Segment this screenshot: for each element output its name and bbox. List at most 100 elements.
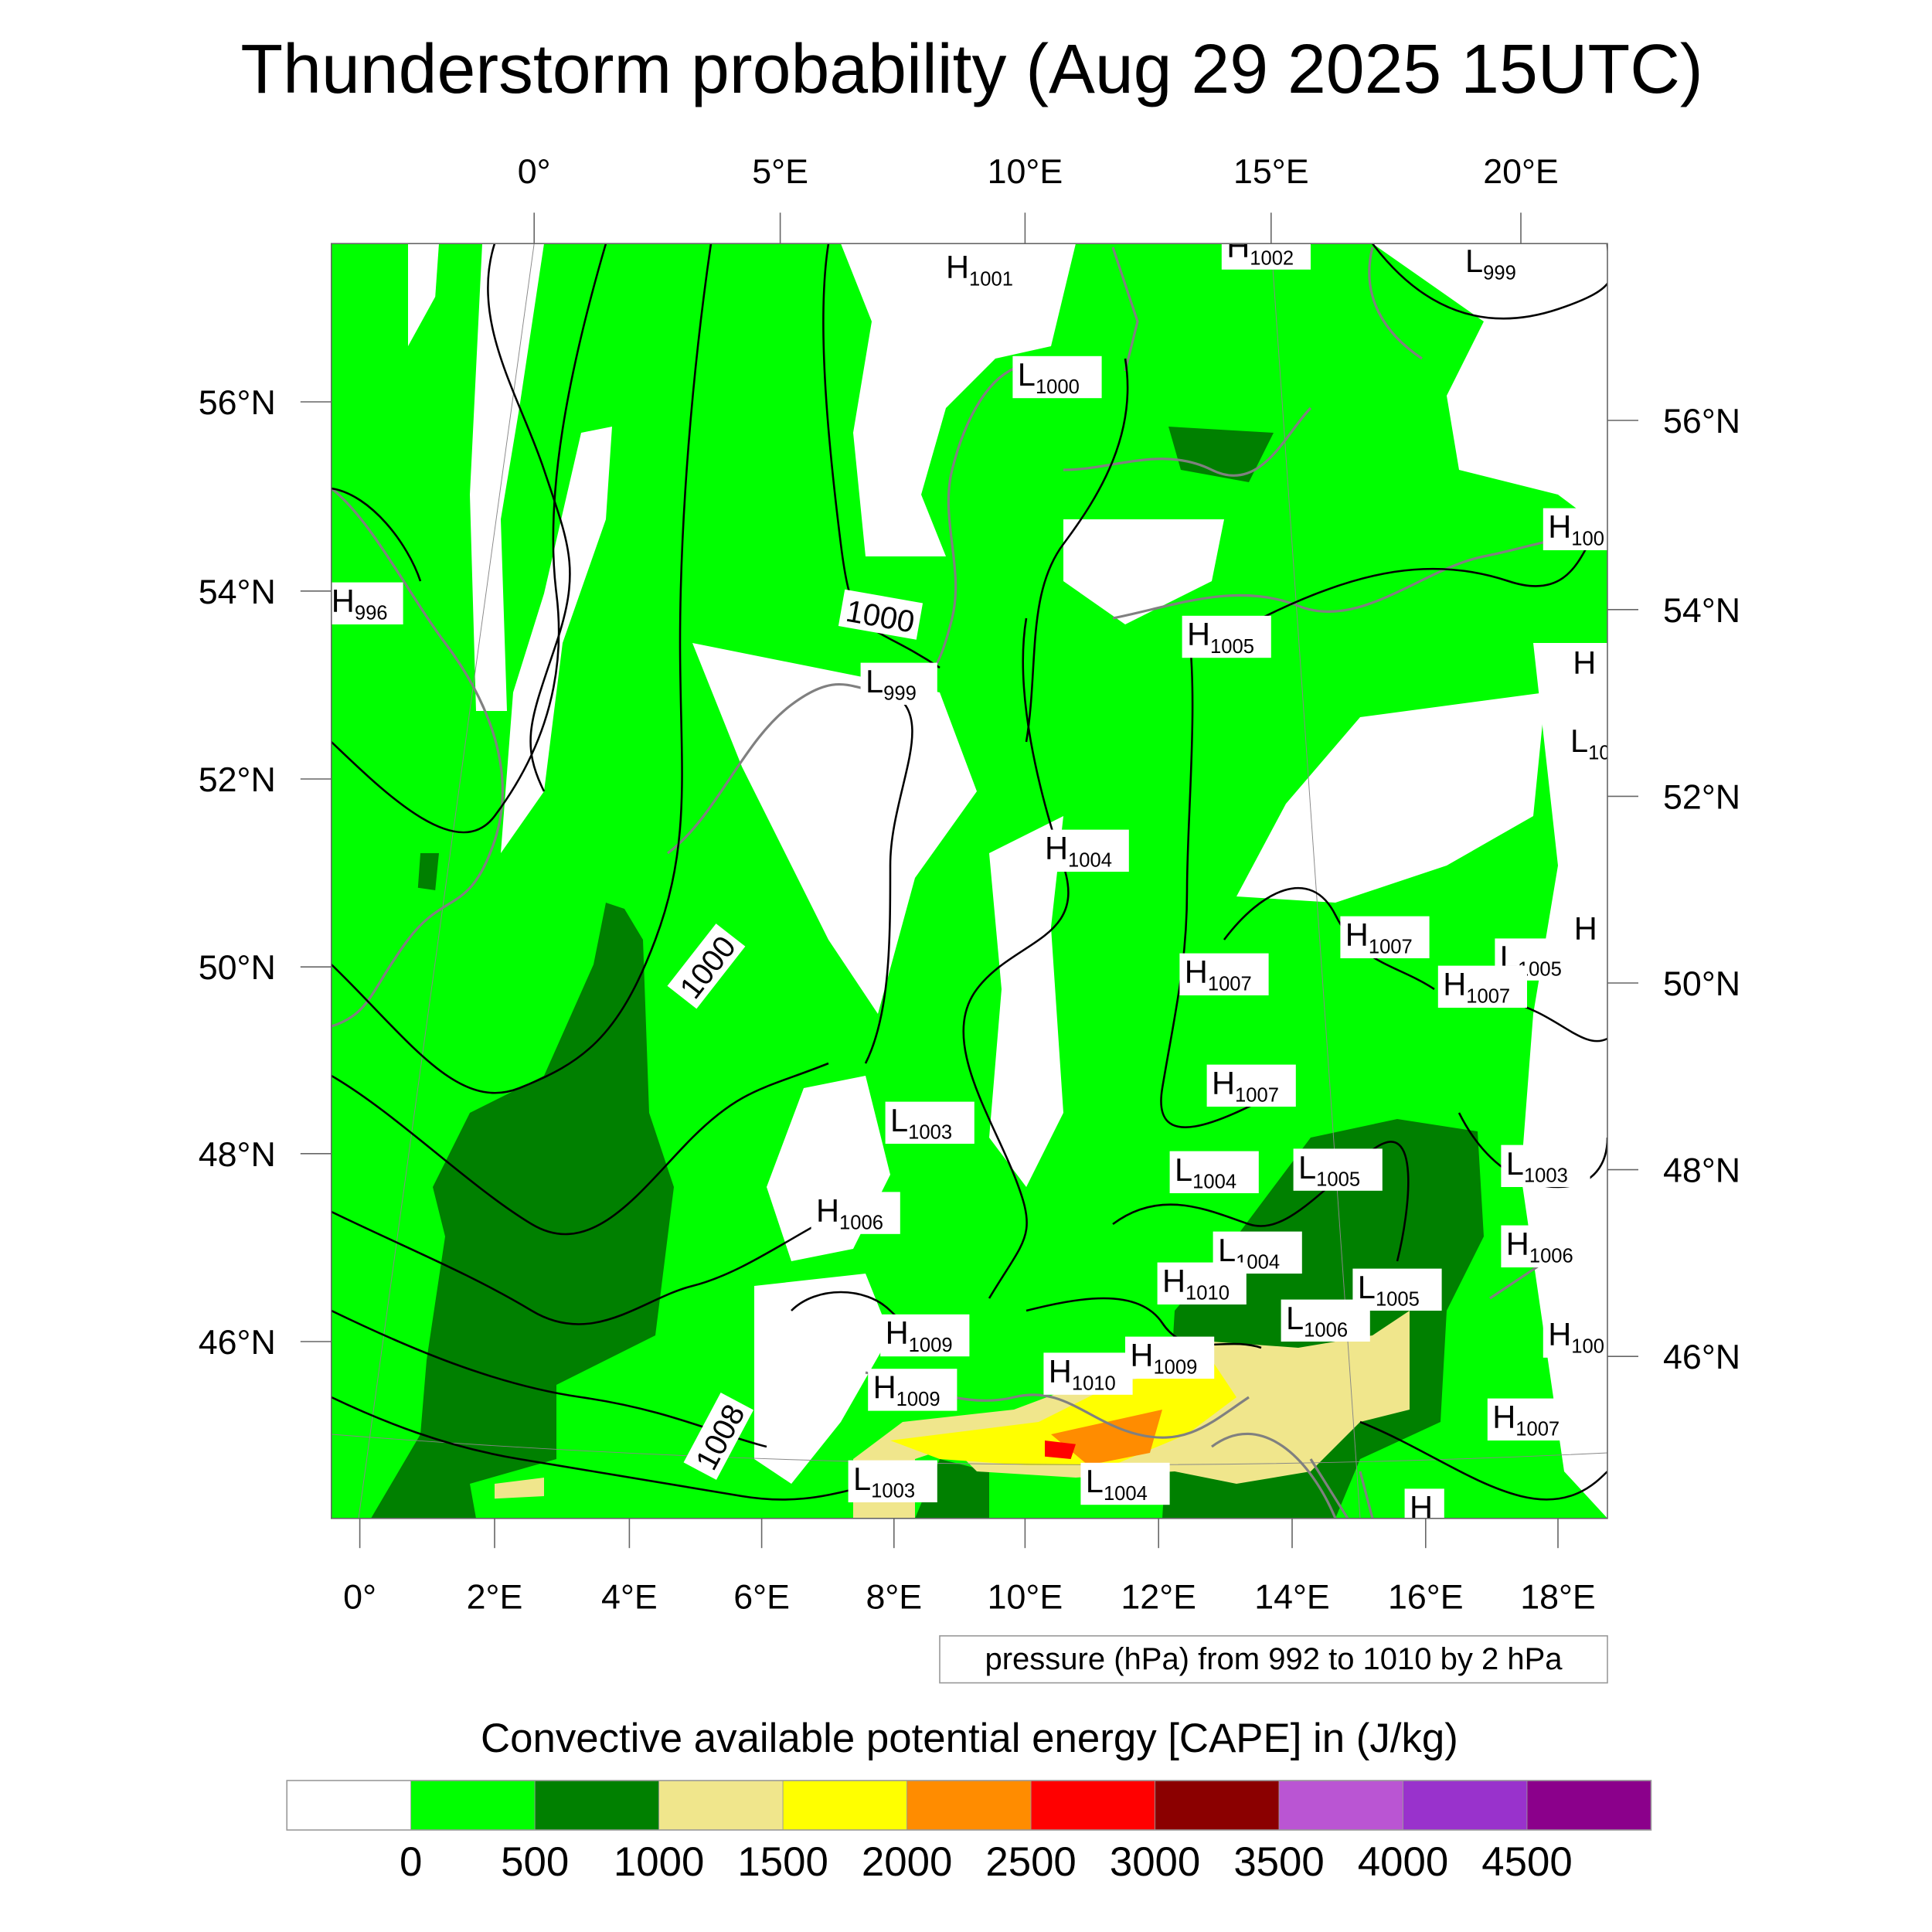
pressure-center-high: H [1569, 910, 1607, 952]
top-axis-label: 5°E [752, 152, 808, 191]
colorbar-tick-label: 0 [400, 1839, 422, 1885]
pressure-center-text: H [1573, 645, 1596, 681]
pressure-center-text: H1007 [1492, 1399, 1560, 1440]
pressure-center-type: H [1506, 1226, 1529, 1262]
pressure-center-high: H1001 [940, 248, 1030, 291]
pressure-center-value: 1004 [1104, 1483, 1148, 1505]
colorbar-tick-label: 3500 [1233, 1839, 1324, 1885]
pressure-center-high: H1007 [1206, 1064, 1296, 1107]
pressure-center-low: L1005 [1352, 1268, 1442, 1311]
bottom-axis-label: 14°E [1254, 1578, 1330, 1617]
pressure-center-value: 1006 [1304, 1320, 1348, 1342]
bottom-axis-label: 4°E [601, 1578, 658, 1617]
pressure-center-value: 1003 [908, 1122, 952, 1144]
pressure-center-value: 1007 [1208, 974, 1252, 995]
right-axis-label: 56°N [1663, 402, 1740, 440]
colorbar-swatch [1030, 1780, 1155, 1831]
pressure-center-type: L [1018, 356, 1036, 393]
pressure-center-value: 1007 [1466, 986, 1510, 1008]
contour-info-box: pressure (hPa) from 992 to 1010 by 2 hPa [939, 1635, 1608, 1684]
pressure-center-value: 1000 [1036, 376, 1080, 398]
pressure-center-text: L999 [866, 663, 917, 705]
colorbar-tick-label: 3000 [1110, 1839, 1200, 1885]
pressure-center-type: H [1548, 1316, 1571, 1352]
pressure-center-value: 100 [1571, 529, 1604, 550]
pressure-center-type: H [1410, 1489, 1433, 1526]
pressure-center-type: H [1574, 910, 1597, 947]
pressure-center-text: L1003 [853, 1461, 915, 1502]
pressure-center-type: L [1218, 1232, 1236, 1268]
pressure-center-high: H100 [1543, 508, 1607, 550]
pressure-center-text: H1004 [1045, 830, 1112, 872]
pressure-center-type: H [1187, 616, 1210, 652]
bottom-axis-label: 12°E [1121, 1578, 1196, 1617]
pressure-center-high: H996 [331, 582, 403, 624]
pressure-center-value: 1009 [1153, 1357, 1197, 1379]
colorbar-tick-label: 1000 [614, 1839, 704, 1885]
pressure-center-value: 1005 [1376, 1289, 1420, 1311]
pressure-center-type: H [1130, 1337, 1153, 1373]
top-axis-label: 0° [518, 152, 551, 191]
pressure-center-value: 10 [1588, 742, 1610, 764]
colorbar-swatch [1278, 1780, 1403, 1831]
pressure-center-high: H100 [1543, 1315, 1607, 1358]
pressure-center-high: H1010 [1157, 1262, 1247, 1304]
bottom-axis-label: 16°E [1388, 1578, 1464, 1617]
pressure-center-text: H [1574, 910, 1597, 947]
top-axis-label: 10°E [988, 152, 1063, 191]
pressure-center-type: L [1570, 723, 1588, 759]
pressure-center-text: H1009 [873, 1369, 940, 1411]
pressure-center-low: L1006 [1281, 1299, 1370, 1342]
pressure-center-value: 1007 [1369, 937, 1413, 958]
pressure-center-low: L1000 [1012, 355, 1102, 399]
pressure-center-text: H1010 [1049, 1353, 1116, 1395]
pressure-center-value: 999 [883, 683, 917, 705]
pressure-center-value: 1010 [1072, 1372, 1116, 1394]
colorbar-swatch [906, 1780, 1032, 1831]
pressure-center-value: 1002 [1250, 247, 1294, 269]
pressure-center-type: L [1286, 1300, 1304, 1336]
map-frame [331, 243, 1608, 1519]
pressure-center-type: L [1506, 1145, 1524, 1182]
pressure-center-low: L1003 [1501, 1145, 1590, 1187]
axis-labels: 0° 5°E 10°E 15°E 20°E 0° 2°E 4°E 6°E 8°E 10°E 12°E 1… [199, 152, 1740, 1617]
bottom-axis-label: 18°E [1520, 1578, 1596, 1617]
pressure-center-high: H1007 [1179, 953, 1269, 995]
pressure-center-type: H [1443, 966, 1466, 1002]
pressure-center-value: 1007 [1515, 1419, 1560, 1440]
pressure-center-text: L1004 [1175, 1151, 1236, 1193]
pressure-center-high: H1007 [1340, 916, 1430, 958]
left-axis-label: 54°N [199, 573, 276, 611]
pressure-center-value: 1004 [1068, 850, 1112, 872]
pressure-center-text: H1007 [1212, 1065, 1279, 1107]
cape-field-2500-3000 [1045, 1440, 1076, 1459]
pressure-center-value: 100 [1571, 1335, 1604, 1357]
contour-info-text: pressure (hPa) from 992 to 1010 by 2 hPa [985, 1642, 1563, 1676]
right-axis-label: 46°N [1663, 1338, 1740, 1376]
pressure-center-high: H1002 [1221, 243, 1311, 270]
pressure-center-high: H1007 [1487, 1398, 1577, 1440]
pressure-center-text: H [1410, 1489, 1433, 1526]
pressure-center-value: 1005 [1316, 1168, 1360, 1190]
pressure-center-text: L999 [1465, 243, 1516, 284]
colorbar-swatch [1403, 1780, 1528, 1831]
pressure-center-text: L1003 [890, 1102, 952, 1144]
colorbar-swatch [286, 1780, 412, 1831]
colorbar-swatch [658, 1780, 784, 1831]
left-axis-label: 52°N [199, 760, 276, 799]
pressure-center-type: H [1185, 954, 1208, 990]
pressure-center-type: H [1212, 1065, 1235, 1101]
left-axis-label: 50°N [199, 948, 276, 987]
pressure-center-text: H100 [1548, 509, 1604, 550]
pressure-center-low: L999 [860, 662, 937, 705]
pressure-center-type: L [866, 663, 883, 699]
pressure-center-type: L [890, 1102, 908, 1138]
pressure-center-text: H1010 [1162, 1263, 1230, 1304]
pressure-center-high: H1009 [868, 1369, 957, 1411]
figure-title: Thunderstorm probability (Aug 29 2025 15… [240, 30, 1702, 107]
pressure-center-value: 1006 [839, 1212, 883, 1233]
pressure-center-type: L [1465, 243, 1483, 279]
right-axis-label: 50°N [1663, 964, 1740, 1003]
